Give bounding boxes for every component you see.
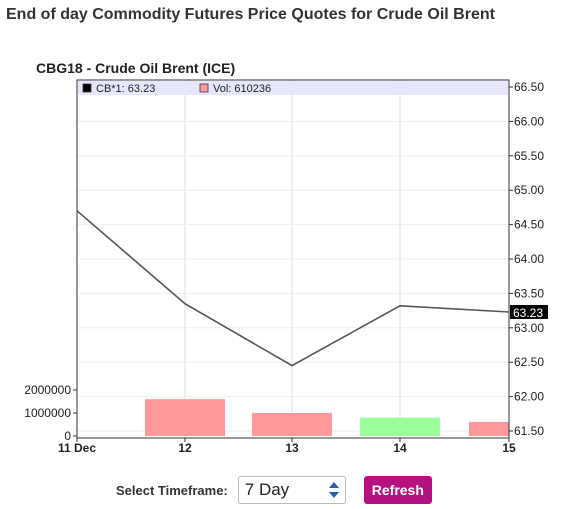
x-tick-label: 11 Dec — [58, 441, 96, 455]
x-tick-label: 13 — [285, 441, 299, 455]
x-tick-label: 14 — [393, 441, 407, 455]
volume-tick-label: 0 — [64, 429, 71, 443]
y-tick-label: 63.50 — [514, 286, 544, 300]
refresh-button[interactable]: Refresh — [363, 476, 432, 504]
y-tick-label: 62.50 — [514, 355, 544, 369]
price-line-layer — [76, 210, 510, 367]
volume-tick-label: 2000000 — [24, 383, 71, 397]
x-tick-label: 12 — [178, 441, 192, 455]
legend-label: CB*1: 63.23 — [96, 83, 155, 95]
y-tick-label: 61.50 — [514, 424, 544, 438]
legend-background — [78, 81, 508, 95]
legend-label: Vol: 610236 — [213, 83, 271, 95]
page-title: End of day Commodity Futures Price Quote… — [6, 6, 495, 23]
last-price-label: 63.23 — [513, 306, 543, 320]
timeframe-label: Select Timeframe: — [116, 482, 228, 498]
x-tick-label: 15 — [502, 441, 516, 455]
last-price-tag — [510, 304, 548, 319]
legend-swatch — [199, 83, 209, 93]
timeframe-value: 7 Day — [244, 480, 290, 499]
volume-layer — [145, 399, 509, 436]
volume-bar — [469, 421, 509, 436]
price-volume-chart: CB*1: 63.23 Vol: 610236 61.50 62.00 62.50 63… — [24, 79, 548, 455]
y-tick-label: 62.00 — [514, 390, 544, 404]
grid-layer — [77, 80, 509, 438]
volume-bar — [145, 399, 225, 436]
y-tick-label: 66.50 — [514, 80, 544, 94]
volume-tick-label: 1000000 — [24, 406, 71, 420]
y-tick-label: 64.50 — [514, 218, 544, 232]
y-tick-label: 66.00 — [514, 114, 544, 128]
y-tick-label: 65.50 — [514, 149, 544, 163]
y-tick-label: 64.00 — [514, 252, 544, 266]
chart-title: CBG18 - Crude Oil Brent (ICE) — [36, 60, 236, 76]
legend: CB*1: 63.23 Vol: 610236 — [78, 81, 508, 95]
price-line — [76, 210, 510, 367]
timeframe-controls: Select Timeframe: 7 Day Refresh — [116, 474, 432, 506]
select-updown-icon — [328, 482, 339, 498]
volume-bar — [360, 417, 440, 436]
volume-bar — [252, 413, 332, 436]
y-tick-label: 65.00 — [514, 183, 544, 197]
legend-swatch — [82, 83, 92, 93]
y-tick-label: 63.00 — [514, 321, 544, 335]
timeframe-select[interactable]: 7 Day — [237, 476, 346, 504]
axes: 61.50 62.00 62.50 63.00 63.50 64.00 64.50 65.00… — [24, 80, 548, 455]
